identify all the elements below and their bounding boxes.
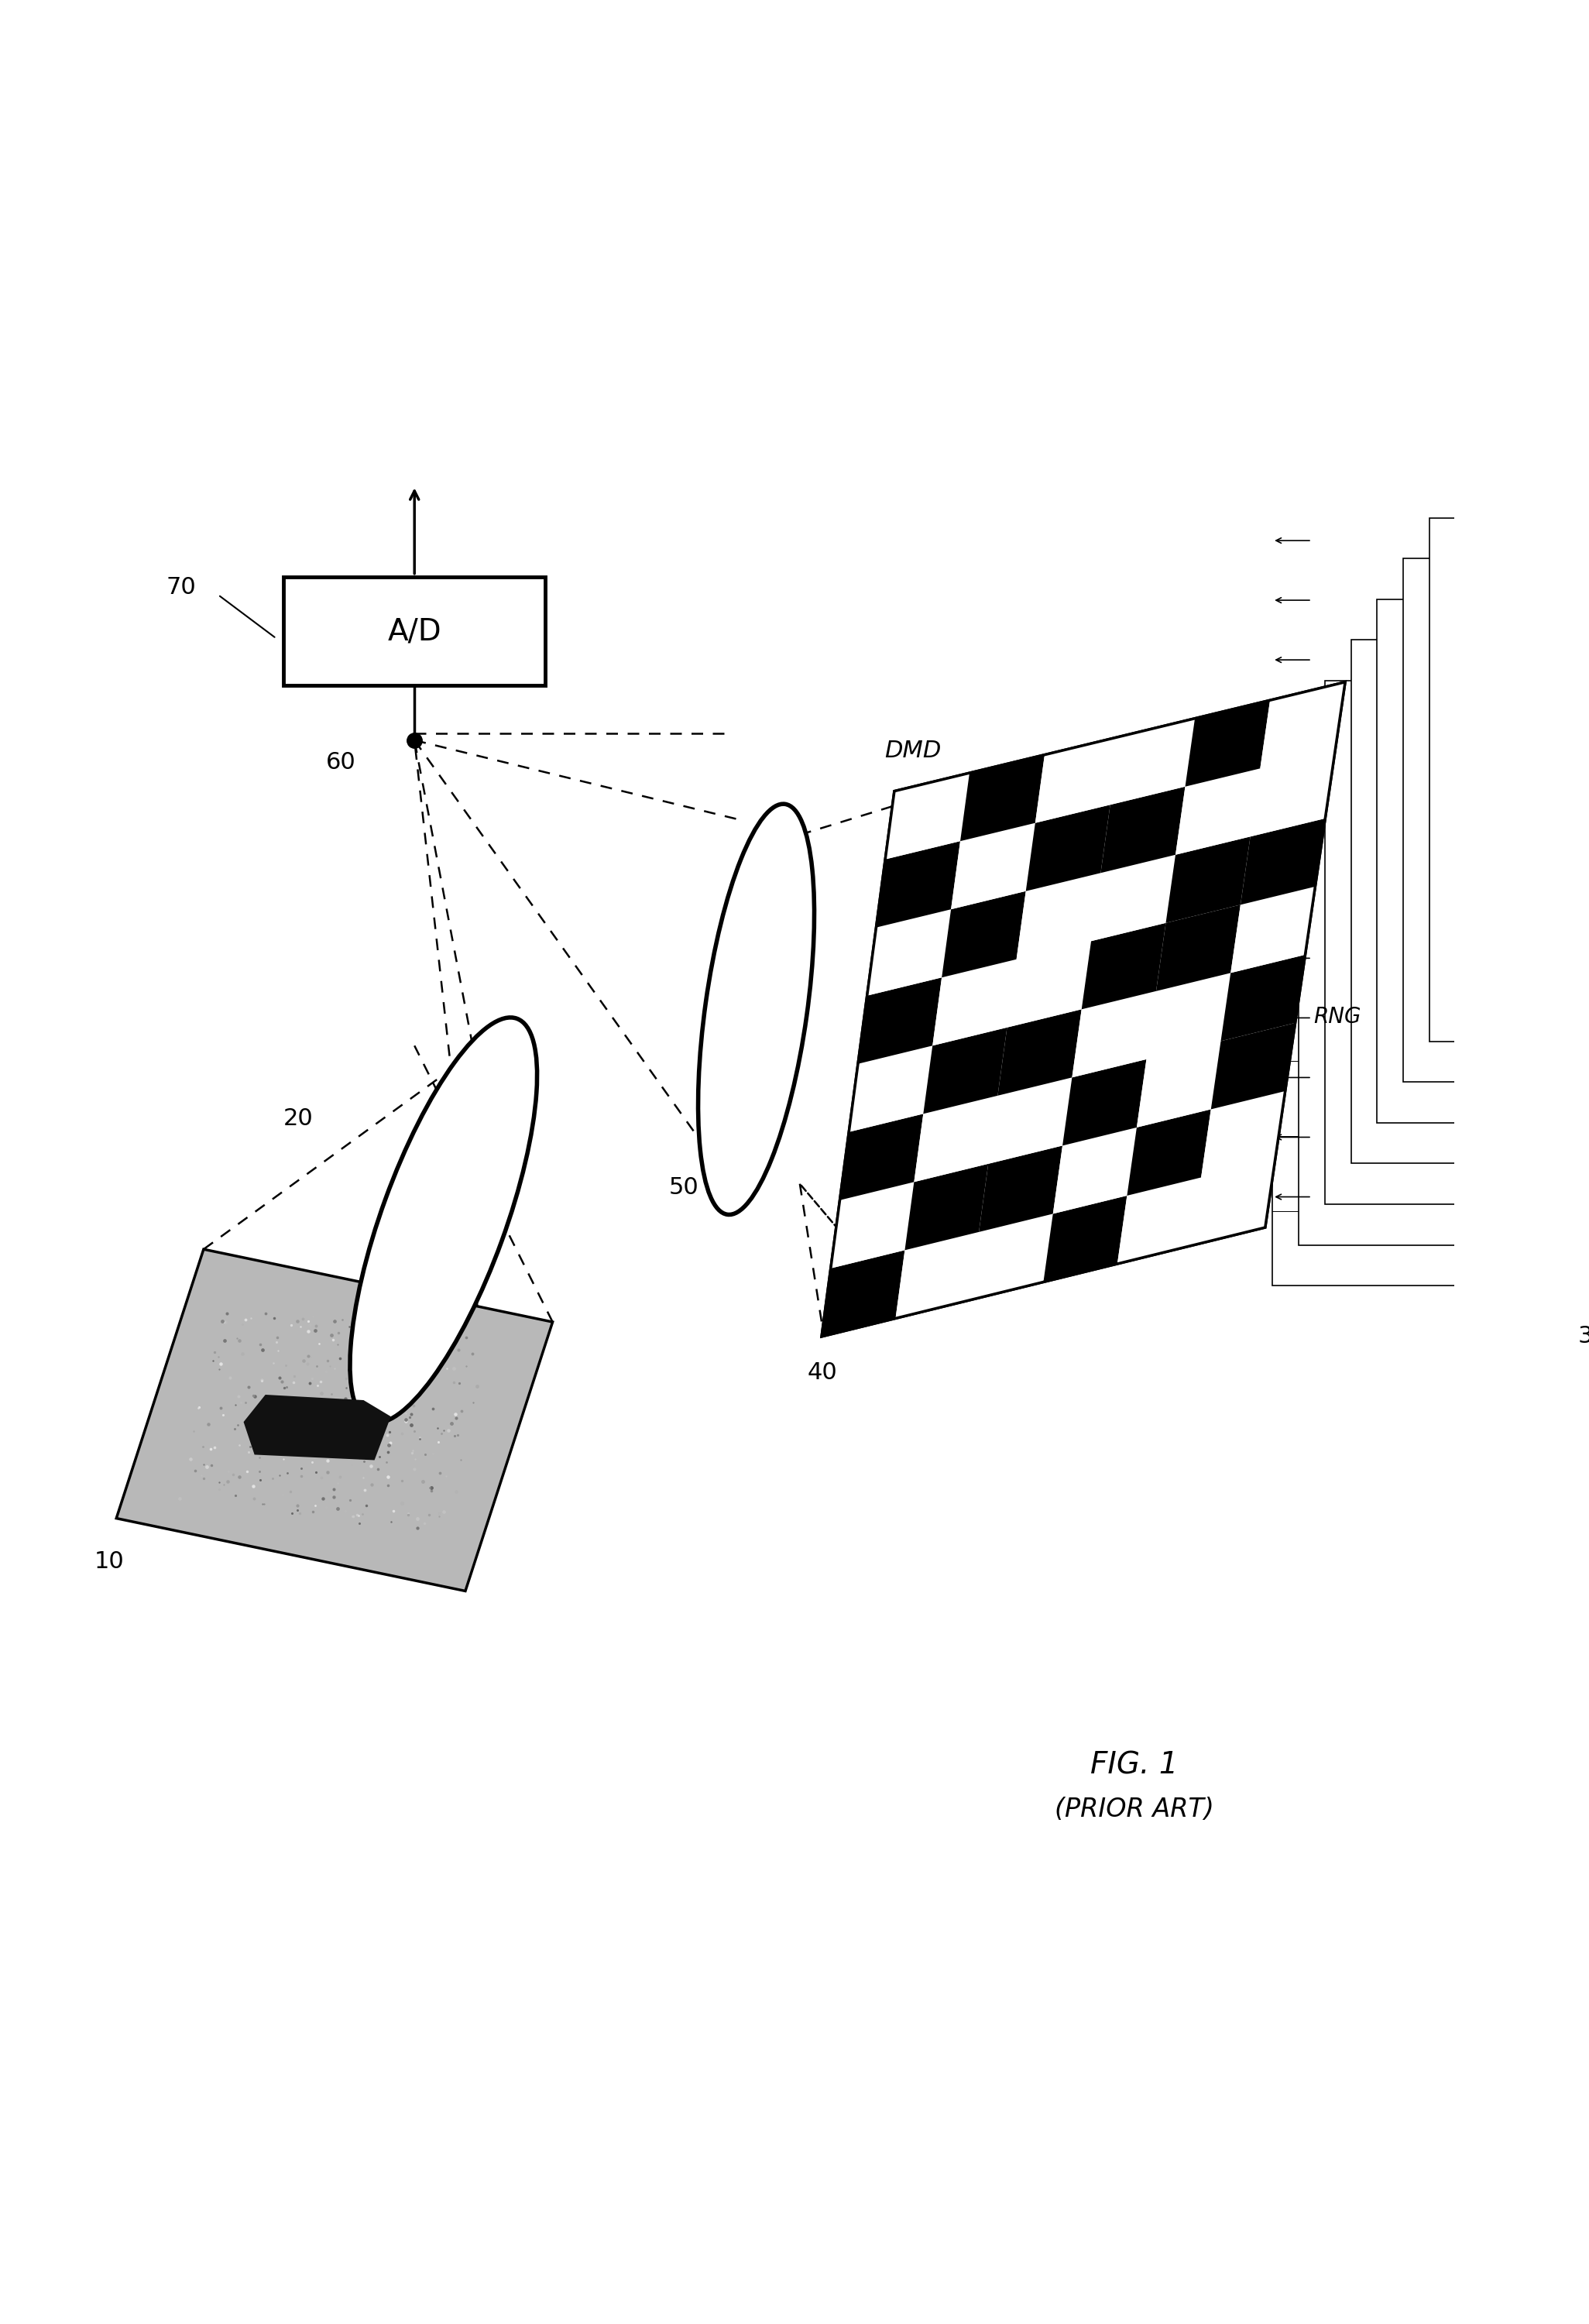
Text: 70: 70 (167, 576, 197, 600)
Polygon shape (914, 1095, 998, 1183)
Text: A/D: A/D (388, 616, 442, 646)
Polygon shape (904, 1164, 988, 1250)
Polygon shape (1251, 751, 1335, 837)
Polygon shape (1063, 1060, 1146, 1146)
Bar (1273, 762, 1513, 1285)
Polygon shape (1092, 855, 1176, 941)
Polygon shape (1185, 700, 1270, 786)
Text: (PRIOR ART): (PRIOR ART) (1055, 1796, 1214, 1822)
Polygon shape (822, 681, 1346, 1336)
Polygon shape (822, 1250, 904, 1336)
Polygon shape (1034, 737, 1120, 823)
Polygon shape (831, 1183, 914, 1269)
Polygon shape (950, 823, 1034, 909)
Text: 40: 40 (807, 1362, 837, 1385)
Polygon shape (116, 1250, 553, 1592)
Polygon shape (1192, 1160, 1274, 1246)
Polygon shape (868, 909, 950, 995)
Bar (1586, 274, 1589, 797)
Text: 20: 20 (283, 1106, 313, 1129)
Polygon shape (1073, 990, 1157, 1078)
Polygon shape (1111, 718, 1195, 804)
Polygon shape (1101, 786, 1185, 874)
Bar (1535, 356, 1589, 878)
Polygon shape (1220, 955, 1305, 1041)
Polygon shape (858, 978, 942, 1064)
Polygon shape (876, 841, 960, 927)
Bar (1351, 639, 1589, 1164)
Bar (1456, 476, 1589, 1002)
Polygon shape (1082, 923, 1166, 1009)
Polygon shape (969, 1213, 1054, 1299)
Polygon shape (1044, 1195, 1127, 1283)
Bar (283, 576, 545, 686)
Polygon shape (849, 1046, 933, 1132)
Text: RNG: RNG (1313, 1006, 1360, 1027)
Polygon shape (1146, 974, 1230, 1060)
Bar (1508, 395, 1589, 918)
Text: 50: 50 (669, 1176, 699, 1199)
Bar (1430, 518, 1589, 1041)
Polygon shape (1260, 681, 1346, 769)
Polygon shape (1054, 1127, 1136, 1213)
Polygon shape (942, 890, 1026, 978)
Bar (1378, 600, 1589, 1122)
Polygon shape (1230, 885, 1316, 974)
Polygon shape (896, 1232, 979, 1318)
Text: FIG. 1: FIG. 1 (1090, 1750, 1177, 1780)
Bar (1483, 437, 1589, 960)
Bar (1298, 720, 1538, 1246)
Polygon shape (1241, 818, 1325, 904)
Polygon shape (933, 960, 1017, 1046)
Polygon shape (923, 1027, 1007, 1113)
Polygon shape (1157, 904, 1241, 990)
Polygon shape (960, 755, 1044, 841)
Text: DMD: DMD (883, 739, 941, 762)
Polygon shape (988, 1078, 1073, 1164)
Polygon shape (1117, 1178, 1201, 1264)
Polygon shape (1026, 804, 1111, 890)
Polygon shape (1211, 1023, 1295, 1109)
Polygon shape (1007, 941, 1092, 1027)
Polygon shape (885, 774, 969, 860)
Text: 10: 10 (94, 1550, 124, 1573)
Polygon shape (979, 1146, 1063, 1232)
Bar (1403, 558, 1589, 1083)
Ellipse shape (698, 804, 814, 1215)
Polygon shape (1127, 1109, 1211, 1195)
Ellipse shape (350, 1018, 537, 1422)
Polygon shape (1176, 769, 1260, 855)
Polygon shape (1136, 1041, 1220, 1127)
Bar (1560, 314, 1589, 837)
Polygon shape (841, 1113, 923, 1199)
Polygon shape (1166, 837, 1251, 923)
Polygon shape (1201, 1090, 1286, 1178)
Polygon shape (998, 1009, 1082, 1095)
Polygon shape (243, 1394, 391, 1459)
Bar (1325, 681, 1565, 1204)
Polygon shape (1017, 874, 1101, 960)
Text: 30: 30 (1578, 1325, 1589, 1348)
Text: 60: 60 (326, 751, 356, 774)
